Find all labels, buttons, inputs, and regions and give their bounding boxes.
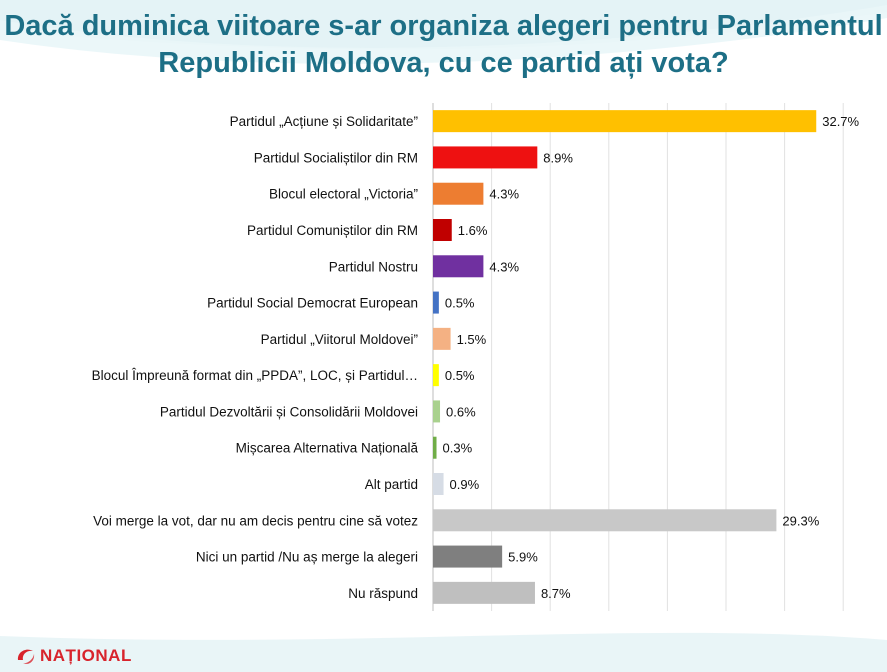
- logo-text: NAȚIONAL: [40, 646, 132, 665]
- value-label: 0.5%: [445, 368, 475, 383]
- category-label: Partidul Dezvoltării și Consolidării Mol…: [160, 404, 418, 419]
- category-label: Partidul Comuniștilor din RM: [247, 223, 418, 238]
- bar: [433, 545, 503, 568]
- value-label: 1.5%: [457, 332, 487, 347]
- logo: NAȚIONAL: [14, 644, 132, 668]
- bar: [433, 400, 441, 423]
- category-label: Partidul Social Democrat European: [207, 296, 418, 311]
- value-label: 0.6%: [446, 404, 476, 419]
- bar: [433, 146, 538, 169]
- bar: [433, 182, 484, 205]
- value-label: 5.9%: [508, 550, 538, 565]
- category-label: Partidul Socialiștilor din RM: [254, 150, 418, 165]
- bars: [433, 110, 817, 604]
- grid-lines: [432, 103, 844, 611]
- category-label: Alt partid: [365, 477, 418, 492]
- category-label: Blocul Împreună format din „PPDA”, LOC, …: [92, 368, 418, 383]
- bar: [433, 327, 451, 350]
- bar: [433, 581, 535, 604]
- category-labels: Partidul „Acțiune și Solidaritate” Partid…: [92, 114, 419, 601]
- category-label: Partidul Nostru: [329, 259, 418, 274]
- category-label: Voi merge la vot, dar nu am decis pentru…: [93, 513, 418, 528]
- value-label: 0.3%: [443, 441, 473, 456]
- category-label: Partidul „Viitorul Moldovei”: [261, 332, 418, 347]
- value-label: 29.3%: [782, 513, 819, 528]
- value-label: 0.9%: [450, 477, 480, 492]
- chart-title: Dacă duminica viitoare s-ar organiza ale…: [4, 10, 883, 79]
- bar: [433, 436, 437, 459]
- bar: [433, 110, 817, 133]
- value-label: 4.3%: [489, 259, 519, 274]
- value-labels: 32.7% 8.9% 4.3% 1.6% 4.3% 0.5% 1.5% 0.5% 0.6% 0.3…: [443, 114, 860, 601]
- value-label: 4.3%: [489, 187, 519, 202]
- category-label: Nu răspund: [348, 586, 418, 601]
- value-label: 0.5%: [445, 296, 475, 311]
- category-label: Partidul „Acțiune și Solidaritate”: [230, 114, 418, 129]
- bar: [433, 291, 439, 314]
- bar: [433, 219, 452, 241]
- value-label: 8.9%: [543, 150, 573, 165]
- bar: [433, 509, 777, 532]
- category-label: Nici un partid /Nu aș merge la alegeri: [196, 550, 418, 565]
- value-label: 1.6%: [458, 223, 488, 238]
- value-label: 8.7%: [541, 586, 571, 601]
- logo-swirl-icon: [17, 649, 35, 664]
- category-label: Blocul electoral „Victoria”: [269, 187, 418, 202]
- value-label: 32.7%: [822, 114, 859, 129]
- category-label: Mișcarea Alternativa Națională: [236, 441, 419, 456]
- bar: [433, 364, 439, 387]
- bar: [433, 473, 444, 495]
- bar: [433, 255, 484, 278]
